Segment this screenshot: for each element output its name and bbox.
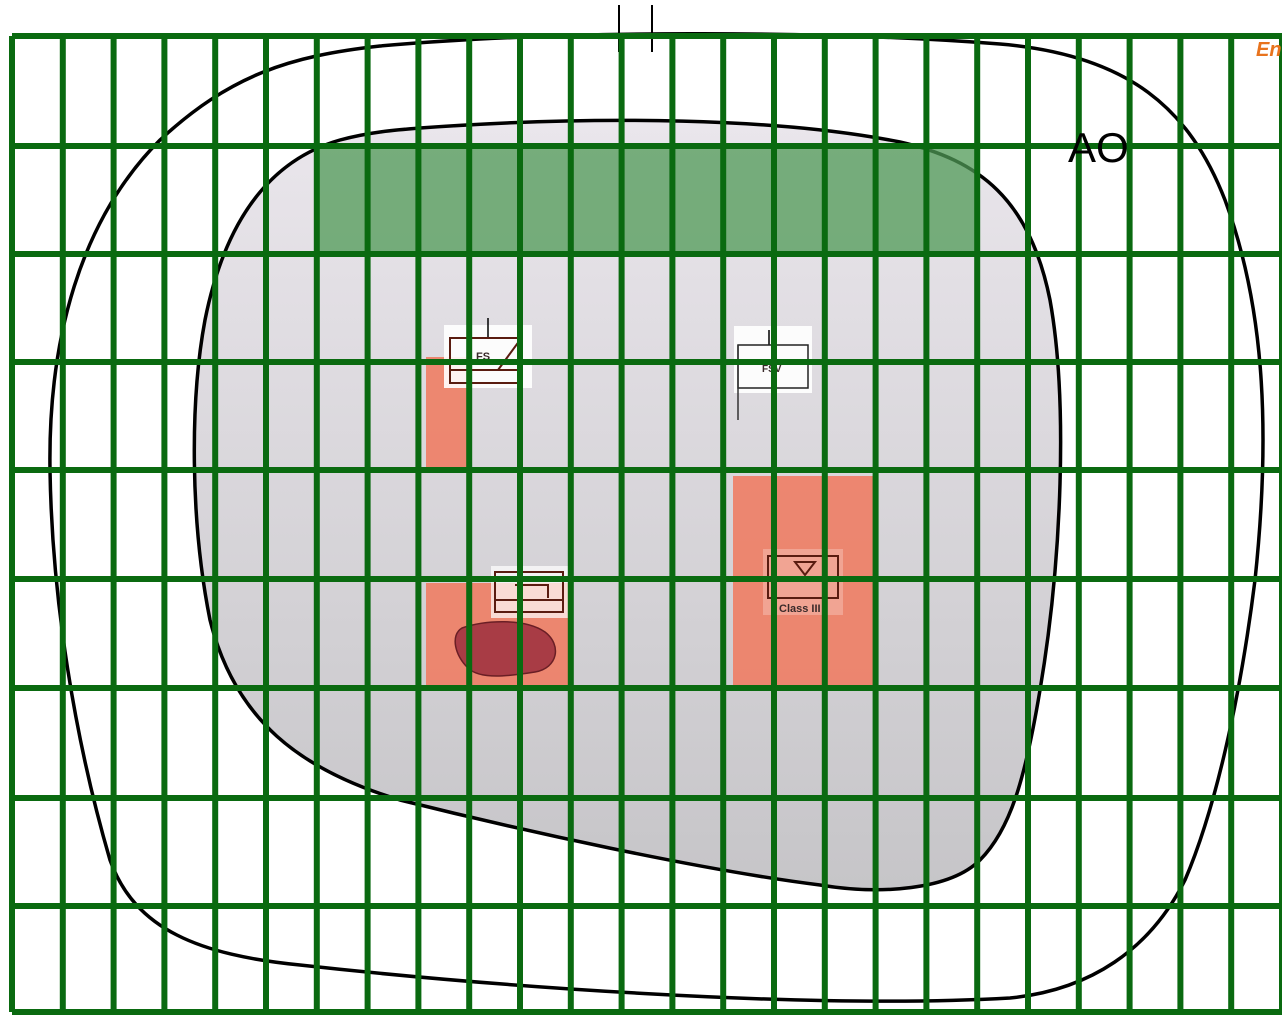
corner-label: En — [1256, 39, 1282, 61]
green-band — [318, 148, 980, 251]
unit-symbol-support[interactable] — [491, 566, 568, 618]
hazard-blob — [454, 621, 557, 677]
unit-label-class-iii: Class III — [779, 603, 821, 615]
map-grid — [9, 33, 1282, 1015]
outer-boundary — [48, 31, 1265, 1003]
area-label: AO — [1068, 124, 1129, 171]
